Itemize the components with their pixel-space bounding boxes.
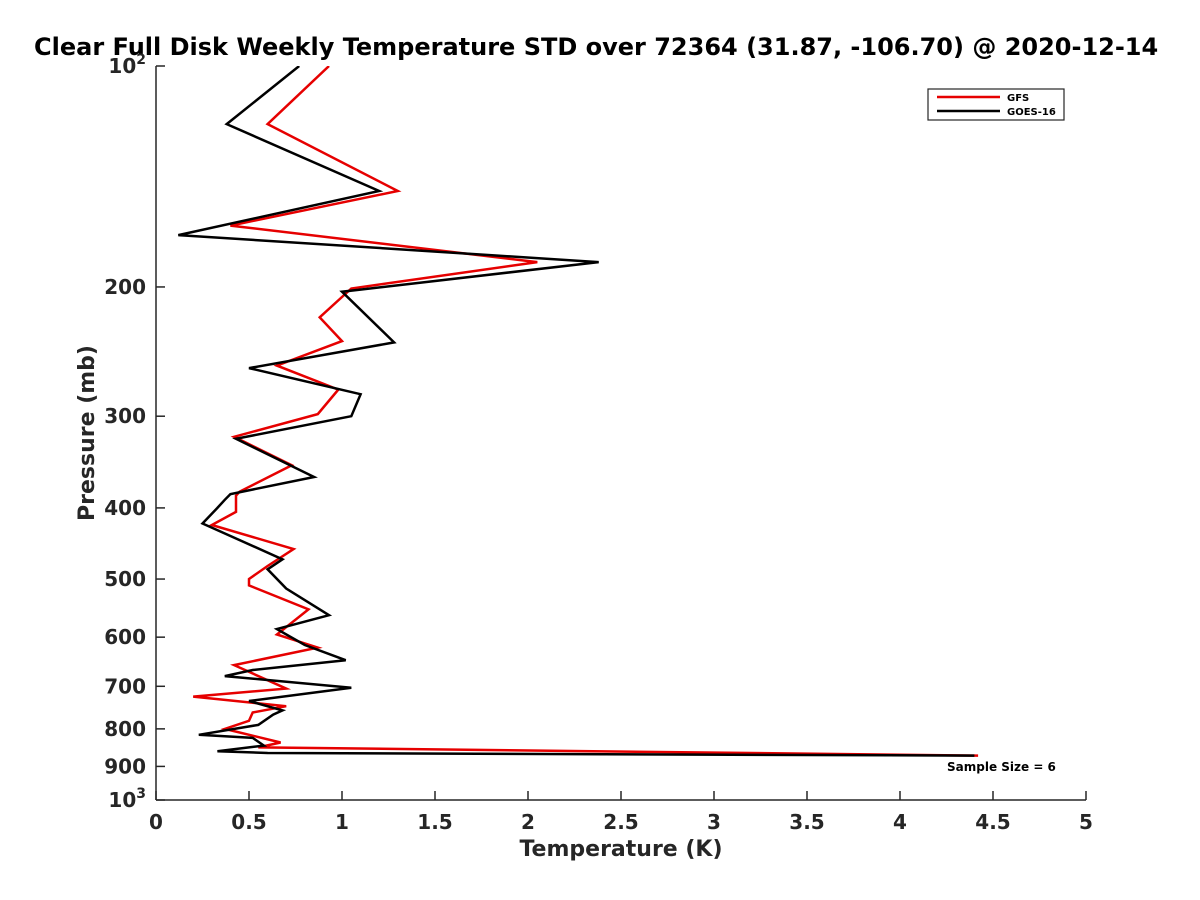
series-line-goes-16	[178, 66, 975, 757]
legend-label-goes-16: GOES-16	[1007, 107, 1056, 118]
y-tick-label: 500	[104, 567, 146, 591]
x-tick-label: 3	[707, 810, 721, 834]
x-tick-label: 3.5	[789, 810, 824, 834]
y-tick-label: 700	[104, 674, 146, 698]
x-tick-label: 2.5	[603, 810, 638, 834]
x-tick-label: 4	[893, 810, 907, 834]
x-tick-label: 4.5	[975, 810, 1010, 834]
y-tick-label: 400	[104, 496, 146, 520]
x-tick-label: 0	[149, 810, 163, 834]
x-tick-label: 2	[521, 810, 535, 834]
x-ticks: 0 0.5 1 1.5 2 2.5 3 3.5 4 4.5 5	[149, 791, 1093, 834]
x-tick-label: 5	[1079, 810, 1093, 834]
series-line-gfs	[193, 66, 979, 757]
legend-label-gfs: GFS	[1007, 93, 1029, 104]
chart-title: Clear Full Disk Weekly Temperature STD o…	[34, 33, 1158, 61]
legend: GFS GOES-16	[927, 88, 1065, 121]
y-axis-label: Pressure (mb)	[75, 345, 100, 521]
legend-box	[927, 88, 1065, 121]
x-axis-label: Temperature (K)	[519, 837, 722, 862]
series-layer	[178, 66, 979, 757]
x-tick-label: 0.5	[231, 810, 266, 834]
y-tick-label: 300	[104, 404, 146, 428]
x-tick-label: 1.5	[417, 810, 452, 834]
y-tick-label: 800	[104, 717, 146, 741]
sample-size-annotation: Sample Size = 6	[947, 760, 1056, 774]
x-tick-label: 1	[335, 810, 349, 834]
y-tick-label: 600	[104, 625, 146, 649]
y-tick-label: 200	[104, 275, 146, 299]
plot-area: 0 0.5 1 1.5 2 2.5 3 3.5 4 4.5 5 1 0 2 200 300 400 500 600…	[104, 52, 1093, 834]
y-tick-label: 900	[104, 754, 146, 778]
